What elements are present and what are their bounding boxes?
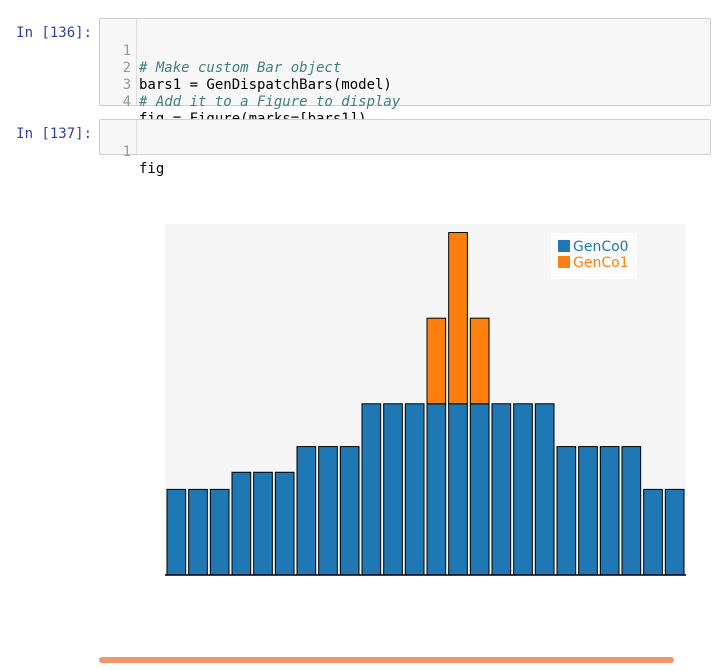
line-number: 4: [122, 94, 131, 110]
bar-genco0-6[interactable]: [274, 471, 295, 576]
code-text[interactable]: # Make custom Bar object: [139, 60, 342, 76]
bar-genco0-16[interactable]: [491, 403, 512, 576]
bar-genco0-3[interactable]: [209, 488, 230, 576]
input-prompt: In [136]:: [16, 25, 92, 41]
line-number: 3: [122, 77, 131, 93]
plot-background: [165, 224, 686, 576]
code-editor[interactable]: 1 # Make custom Bar object 2 bars1 = Gen…: [99, 18, 711, 127]
code-text[interactable]: bars1 = GenDispatchBars(model): [139, 77, 392, 93]
line-number: 2: [122, 60, 131, 76]
legend-label-genco0: GenCo0: [573, 239, 629, 255]
code-line: 1 fig: [100, 127, 710, 177]
bar-genco0-24[interactable]: [664, 488, 685, 576]
code-line: 2 bars1 = GenDispatchBars(model): [100, 43, 710, 93]
bar-genco0-19[interactable]: [556, 446, 577, 576]
legend-swatch-genco0: [558, 240, 570, 252]
bar-genco0-14[interactable]: [448, 403, 468, 576]
bar-genco0-9[interactable]: [339, 446, 360, 576]
input-prompt: In [137]:: [16, 126, 92, 142]
line-number: 1: [122, 43, 131, 59]
line-number: 1: [122, 144, 131, 160]
bar-genco0-23[interactable]: [643, 488, 663, 576]
bar-genco0-8[interactable]: [318, 446, 338, 576]
bar-genco1-15[interactable]: [469, 317, 490, 405]
bar-genco0-4[interactable]: [231, 471, 252, 576]
legend-label-genco1: GenCo1: [573, 255, 629, 271]
bar-genco0-11[interactable]: [383, 403, 403, 576]
bar-genco0-7[interactable]: [296, 446, 317, 576]
legend-swatch-genco1: [558, 256, 570, 268]
line-number-gutter: [136, 19, 137, 105]
bar-genco0-5[interactable]: [253, 471, 273, 576]
bars-layer: [166, 232, 685, 576]
code-editor[interactable]: 1 fig: [99, 119, 711, 177]
bar-genco0-21[interactable]: [599, 446, 620, 576]
figure-widget[interactable]: GenCo0 GenCo1: [0, 160, 721, 650]
output-area: GenCo0 GenCo1: [0, 160, 721, 650]
code-line: 4 fig = Figure(marks=[bars1]): [100, 77, 710, 127]
bar-genco0-2[interactable]: [188, 488, 208, 576]
bar-genco0-1[interactable]: [166, 488, 187, 576]
bar-genco1-14[interactable]: [448, 232, 468, 405]
bar-genco0-20[interactable]: [578, 446, 598, 576]
bar-genco0-15[interactable]: [469, 403, 490, 576]
legend: GenCo0 GenCo1: [551, 233, 637, 279]
bar-genco0-18[interactable]: [534, 403, 555, 576]
horizontal-scrollbar[interactable]: [99, 657, 674, 663]
code-text[interactable]: fig: [139, 161, 165, 177]
line-number-gutter: [136, 120, 137, 154]
bar-genco0-12[interactable]: [404, 403, 425, 576]
bar-genco0-13[interactable]: [426, 403, 447, 576]
code-line: 3 # Add it to a Figure to display: [100, 60, 710, 110]
bar-genco0-17[interactable]: [513, 403, 533, 576]
code-line: 1 # Make custom Bar object: [100, 26, 710, 76]
bar-genco1-13[interactable]: [426, 317, 447, 405]
bar-genco0-10[interactable]: [361, 403, 382, 576]
code-text[interactable]: # Add it to a Figure to display: [139, 94, 401, 110]
bar-genco0-22[interactable]: [621, 446, 642, 576]
